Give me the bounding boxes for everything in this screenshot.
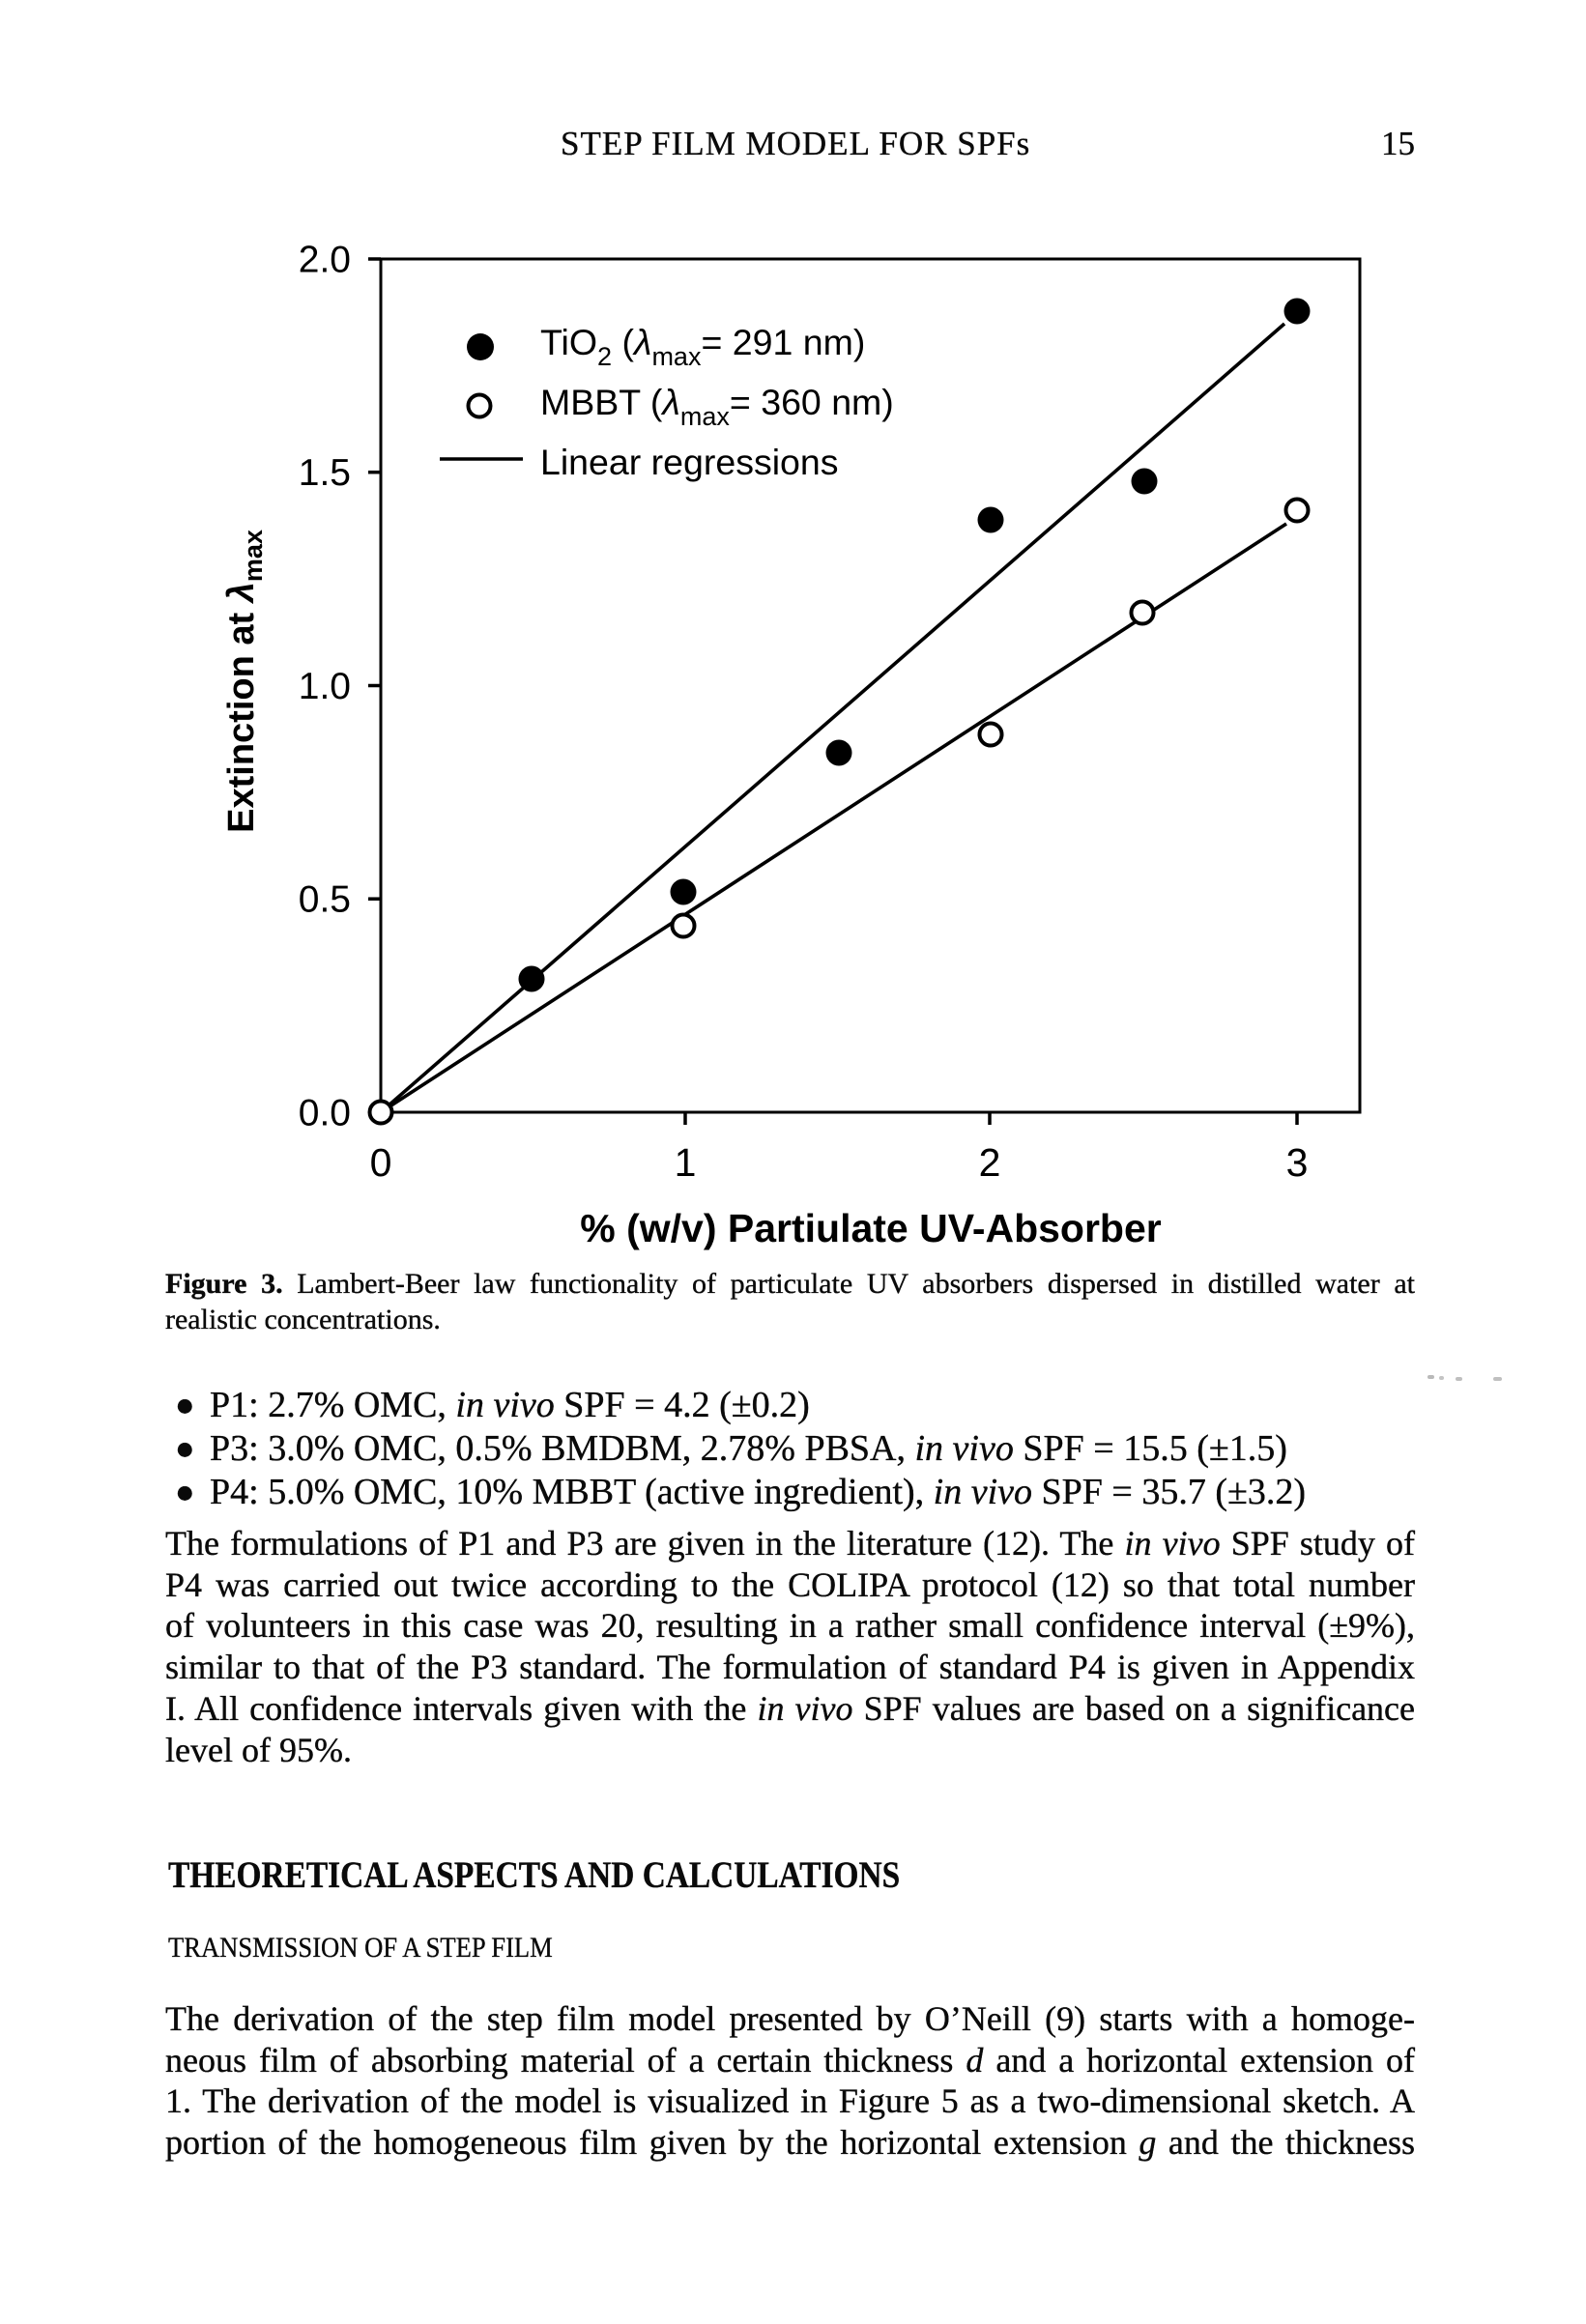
svg-text:Extinction at λmax: Extinction at λmax bbox=[221, 530, 268, 833]
svg-text:0: 0 bbox=[370, 1140, 392, 1185]
svg-text:0.0: 0.0 bbox=[299, 1093, 351, 1134]
svg-text:2.0: 2.0 bbox=[299, 240, 351, 281]
svg-text:1.0: 1.0 bbox=[299, 666, 351, 707]
svg-text:1.5: 1.5 bbox=[299, 452, 351, 494]
svg-text:TiO2 (λmax= 291 nm): TiO2 (λmax= 291 nm) bbox=[540, 322, 865, 371]
svg-text:% (w/v) Partiulate UV-Absorber: % (w/v) Partiulate UV-Absorber bbox=[580, 1206, 1162, 1250]
svg-text:Linear regressions: Linear regressions bbox=[540, 442, 839, 482]
svg-text:2: 2 bbox=[979, 1140, 1001, 1185]
svg-text:3: 3 bbox=[1286, 1140, 1309, 1185]
svg-text:MBBT (λmax= 360 nm): MBBT (λmax= 360 nm) bbox=[540, 382, 894, 431]
svg-text:0.5: 0.5 bbox=[299, 879, 351, 921]
svg-text:1: 1 bbox=[675, 1140, 697, 1185]
